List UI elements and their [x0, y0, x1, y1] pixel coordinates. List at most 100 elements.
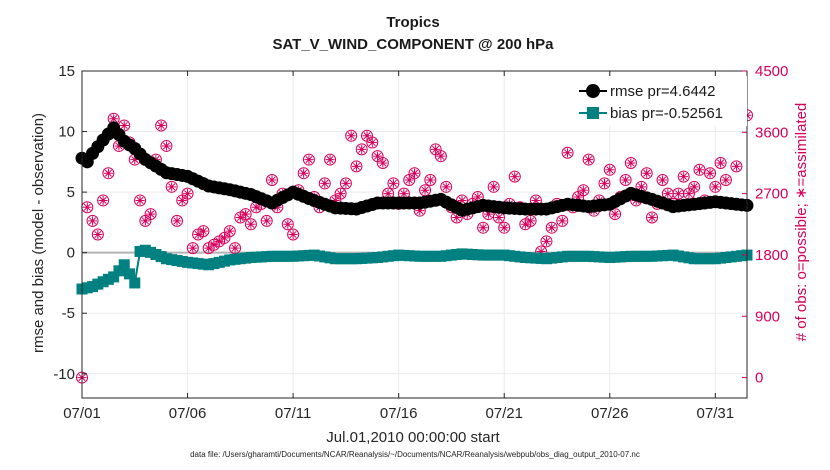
obs-assimilated-point: [341, 178, 351, 188]
obs-possible-point: [134, 194, 147, 207]
obs-assimilated-point: [172, 216, 182, 226]
obs-assimilated-point: [441, 182, 451, 192]
obs-assimilated-point: [325, 155, 335, 165]
obs-possible-point: [646, 211, 658, 224]
obs-possible-point: [297, 167, 310, 180]
obs-assimilated-point: [642, 168, 652, 178]
obs-assimilated-point: [473, 192, 483, 202]
obs-assimilated-point: [541, 236, 551, 246]
obs-possible-point: [709, 180, 722, 193]
plot-frame: [81, 70, 748, 399]
obs-possible-point: [424, 174, 437, 186]
y-right-tick-label: 4500: [755, 63, 788, 80]
obs-assimilated-point: [531, 195, 541, 205]
obs-assimilated-point: [626, 158, 636, 168]
obs-assimilated-point: [578, 185, 588, 195]
obs-possible-point: [287, 228, 300, 241]
obs-assimilated-point: [230, 243, 240, 253]
obs-assimilated-point: [673, 189, 683, 199]
obs-possible-point: [186, 242, 199, 255]
obs-possible-point: [339, 177, 352, 190]
obs-possible-point: [86, 214, 99, 227]
obs-assimilated-point: [214, 236, 224, 246]
obs-assimilated-point: [404, 175, 414, 185]
obs-possible-point: [598, 177, 611, 190]
obs-assimilated-point: [109, 114, 119, 124]
obs-possible-point: [730, 160, 743, 173]
obs-possible-point: [508, 170, 521, 183]
obs-assimilated-point: [415, 206, 425, 216]
y-left-tick-label: 0: [67, 245, 75, 262]
obs-assimilated-point: [241, 209, 251, 219]
obs-assimilated-point: [383, 189, 393, 199]
obs-assimilated-point: [647, 212, 657, 222]
obs-assimilated-point: [436, 151, 446, 161]
obs-assimilated-point: [499, 223, 509, 233]
bias-point: [113, 265, 125, 277]
y-right-tick-label: 1800: [755, 247, 788, 264]
obs-assimilated-point: [93, 230, 103, 239]
obs-assimilated-point: [283, 219, 293, 229]
obs-possible-point: [350, 160, 363, 173]
x-tick-label: 07/11: [275, 405, 311, 422]
obs-assimilated-point: [684, 189, 694, 199]
obs-possible-point: [181, 187, 194, 200]
obs-possible-point: [619, 174, 632, 186]
obs-possible-point: [334, 187, 347, 200]
obs-assimilated-point: [220, 233, 229, 243]
obs-assimilated-point: [536, 247, 546, 257]
bias-point: [118, 259, 130, 271]
obs-possible-point: [355, 143, 368, 156]
obs-assimilated-point: [130, 155, 140, 165]
obs-assimilated-point: [198, 226, 208, 236]
obs-assimilated-point: [388, 178, 398, 188]
obs-assimilated-point: [320, 178, 330, 188]
x-tick-label: 07/01: [63, 405, 101, 422]
obs-assimilated-point: [452, 212, 462, 222]
axis-ticks: 07/01 07/06 07/11 07/16 07/21 07/26 07/31 -10 -5…: [53, 63, 788, 422]
y-axis-label-left: rmse and bias (model - observation): [30, 113, 47, 353]
obs-assimilated-point: [547, 223, 557, 233]
obs-assimilated-point: [731, 161, 741, 171]
obs-possible-point: [714, 156, 727, 169]
x-tick-label: 07/26: [591, 405, 629, 422]
x-tick-label: 07/06: [169, 405, 207, 422]
obs-possible-point: [239, 208, 252, 221]
obs-assimilated-point: [246, 219, 256, 229]
obs-assimilated-point: [177, 195, 187, 205]
y-left-tick-label: 10: [58, 124, 75, 141]
obs-possible-point: [260, 214, 273, 227]
obs-assimilated-point: [457, 195, 467, 205]
chart-title: Tropics: [386, 14, 439, 31]
obs-assimilated-point: [610, 209, 620, 219]
y-left-tick-label: 5: [67, 184, 75, 201]
y-left-tick-label: 15: [58, 63, 75, 80]
obs-assimilated-point: [346, 131, 356, 141]
obs-assimilated-point: [695, 165, 704, 175]
obs-possible-point: [640, 167, 653, 180]
legend-bias-label: bias pr=-0.52561: [610, 105, 723, 122]
obs-assimilated-point: [510, 172, 520, 182]
obs-possible-point: [693, 163, 706, 176]
obs-possible-point: [318, 177, 331, 190]
obs-assimilated-point: [209, 240, 219, 250]
obs-assimilated-point: [225, 226, 235, 236]
obs-assimilated-point: [431, 144, 441, 154]
obs-assimilated-point: [304, 155, 314, 165]
obs-assimilated-point: [526, 216, 536, 226]
obs-assimilated-point: [235, 212, 245, 222]
obs-possible-point: [281, 218, 294, 231]
obs-assimilated-point: [299, 168, 309, 178]
obs-assimilated-point: [483, 209, 493, 219]
obs-assimilated-point: [605, 165, 615, 175]
legend: rmse pr=4.6442 bias pr=-0.52561: [577, 76, 747, 126]
obs-assimilated-point: [288, 230, 298, 239]
obs-possible-point: [376, 156, 389, 169]
obs-possible-point: [171, 214, 183, 227]
obs-assimilated-point: [167, 182, 177, 192]
y-left-tick-label: -5: [62, 305, 75, 322]
obs-assimilated-point: [103, 168, 113, 178]
obs-possible-point: [498, 221, 511, 234]
obs-assimilated-point: [119, 121, 129, 130]
